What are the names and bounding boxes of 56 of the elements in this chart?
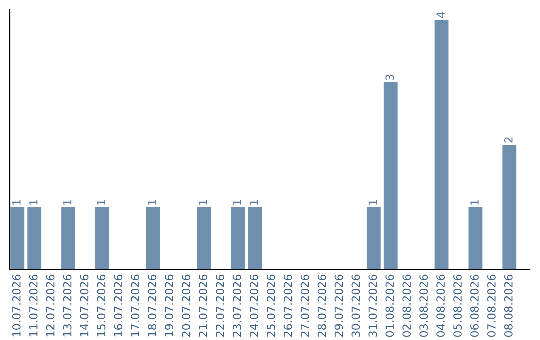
bar	[146, 208, 160, 270]
bar	[96, 208, 110, 270]
x-tick-label: 26.07.2026	[284, 274, 292, 337]
bar	[28, 208, 42, 270]
data-label: 1	[97, 200, 106, 205]
x-tick-label: 17.07.2026	[131, 274, 140, 337]
x-tick-label: 06.08.2026	[470, 274, 479, 338]
bar	[248, 208, 262, 270]
x-tick-label: 03.08.2026	[420, 274, 428, 338]
x-tick-label: 19.07.2026	[165, 274, 174, 337]
x-tick-label: 28.07.2026	[318, 274, 326, 337]
bar	[10, 208, 25, 270]
x-tick-label: 07.08.2026	[487, 274, 496, 338]
bar	[468, 208, 483, 270]
x-tick-label: 11.07.2026	[29, 274, 38, 337]
data-label: 2	[504, 138, 513, 143]
bar	[231, 208, 246, 270]
bar	[434, 20, 449, 270]
data-label: 1	[368, 200, 377, 205]
x-tick-label: 02.08.2026	[402, 274, 412, 338]
x-tick-label: 15.07.2026	[97, 274, 106, 337]
data-label: 1	[470, 200, 479, 205]
bar	[62, 208, 76, 270]
data-label: 1	[12, 200, 21, 205]
data-label: 1	[233, 200, 242, 205]
x-tick-label: 12.07.2026	[46, 274, 55, 337]
x-tick-label: 22.07.2026	[216, 274, 224, 337]
x-tick-label: 18.07.2026	[148, 274, 157, 337]
x-tick-label: 27.07.2026	[300, 274, 310, 337]
x-tick-label: 08.08.2026	[504, 274, 513, 338]
data-label: 1	[250, 200, 258, 205]
x-tick-label: 16.07.2026	[114, 274, 123, 337]
x-tick-label: 04.08.2026	[436, 274, 445, 338]
x-tick-label: 29.07.2026	[334, 274, 344, 337]
x-tick-label: 14.07.2026	[80, 274, 89, 337]
bar	[366, 208, 381, 270]
data-label: 1	[199, 200, 208, 205]
x-tick-label: 01.08.2026	[386, 274, 394, 338]
data-label: 1	[148, 200, 156, 205]
x-tick-label: 20.07.2026	[182, 274, 191, 337]
bar	[197, 208, 212, 270]
data-label: 1	[63, 200, 72, 205]
data-label: 1	[30, 200, 38, 205]
x-tick-label: 10.07.2026	[12, 274, 21, 337]
x-tick-label: 21.07.2026	[199, 274, 208, 337]
data-label: 4	[436, 12, 445, 18]
data-label: 3	[386, 74, 394, 80]
bar	[384, 82, 398, 270]
x-tick-label: 30.07.2026	[352, 274, 360, 337]
bar	[502, 145, 517, 270]
x-tick-label: 24.07.2026	[250, 274, 258, 337]
x-tick-label: 25.07.2026	[266, 274, 276, 337]
x-tick-label: 05.08.2026	[454, 274, 462, 338]
x-tick-label: 13.07.2026	[63, 274, 72, 337]
x-tick-label: 31.07.2026	[368, 274, 378, 337]
x-tick-label: 23.07.2026	[233, 274, 242, 337]
